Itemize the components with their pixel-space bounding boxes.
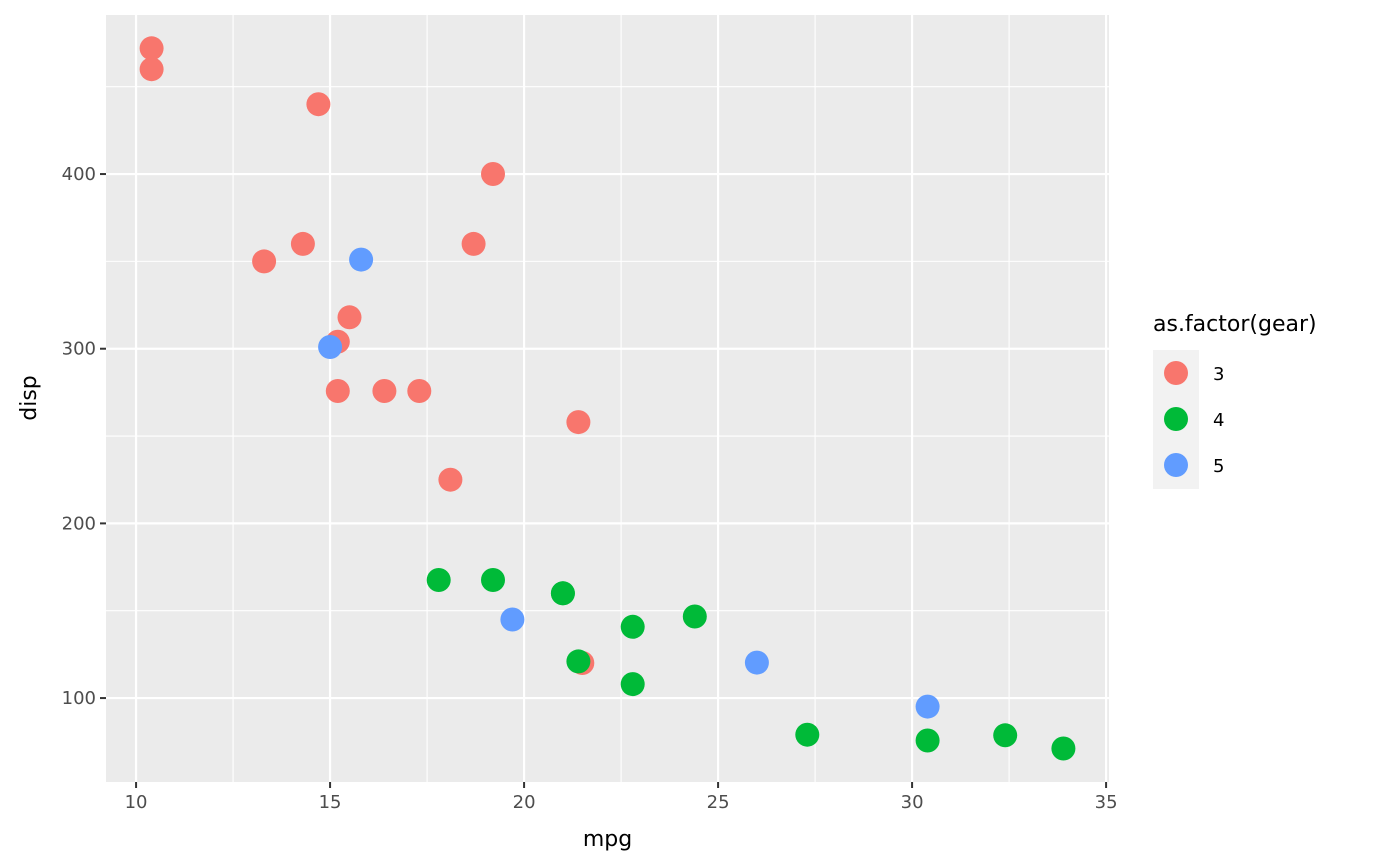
legend-label: 5: [1213, 456, 1224, 477]
x-tick-label: 15: [319, 792, 342, 813]
data-point-gear-4: [550, 581, 575, 606]
legend-title: as.factor(gear): [1153, 312, 1317, 337]
data-point-gear-4: [481, 568, 505, 592]
legend-label: 4: [1213, 410, 1224, 431]
minor-gridlines: [106, 15, 1109, 782]
y-tick-label: 200: [62, 513, 96, 534]
data-point-gear-3: [461, 231, 486, 256]
data-point-gear-4: [620, 672, 645, 697]
major-gridlines: [106, 15, 1109, 782]
y-axis-ticks: 100 200 300 400: [62, 164, 106, 709]
legend-key-3: [1164, 361, 1188, 385]
data-point-gear-4: [620, 614, 645, 639]
data-point-gear-5: [915, 694, 940, 719]
data-point-gear-4: [993, 723, 1018, 748]
legend-label: 3: [1213, 364, 1224, 385]
y-tick-label: 100: [62, 688, 96, 709]
legend-entries: 3 4 5: [1164, 361, 1224, 477]
data-point-gear-3: [139, 57, 164, 82]
legend-key-5: [1164, 453, 1188, 477]
legend: as.factor(gear) 3 4 5: [1153, 312, 1317, 489]
x-tick-label: 25: [707, 792, 730, 813]
data-point-gear-3: [325, 379, 350, 403]
x-tick-label: 30: [901, 792, 924, 813]
data-point-gear-4: [915, 728, 940, 753]
x-tick-label: 20: [513, 792, 536, 813]
data-point-gear-4: [682, 604, 707, 629]
data-point-gear-4: [795, 722, 820, 747]
data-point-gear-5: [318, 335, 343, 359]
x-axis-ticks: 10 15 20 25 30 35: [125, 782, 1118, 813]
x-tick-label: 35: [1095, 792, 1118, 813]
data-point-gear-3: [566, 410, 591, 435]
data-point-gear-4: [426, 568, 451, 592]
y-axis-title: disp: [17, 375, 42, 421]
x-tick-label: 10: [125, 792, 148, 813]
data-point-gear-3: [481, 162, 505, 186]
y-tick-label: 300: [62, 339, 96, 360]
data-point-gear-5: [744, 650, 769, 675]
legend-key-4: [1164, 407, 1188, 431]
data-point-gear-4: [1051, 736, 1076, 761]
data-point-gear-3: [306, 92, 331, 117]
data-point-gear-3: [252, 249, 277, 274]
data-point-gear-3: [290, 231, 315, 256]
data-point-gear-4: [566, 649, 591, 674]
x-axis-title: mpg: [583, 827, 632, 852]
data-point-gear-5: [349, 247, 374, 272]
y-tick-label: 400: [62, 164, 96, 185]
data-points: [139, 36, 1076, 761]
data-point-gear-3: [438, 467, 463, 492]
data-point-gear-3: [372, 379, 397, 403]
data-point-gear-5: [500, 607, 525, 632]
data-point-gear-3: [139, 36, 164, 61]
data-point-gear-3: [337, 305, 362, 330]
plot-panel: [106, 15, 1109, 782]
data-point-gear-3: [407, 379, 432, 403]
